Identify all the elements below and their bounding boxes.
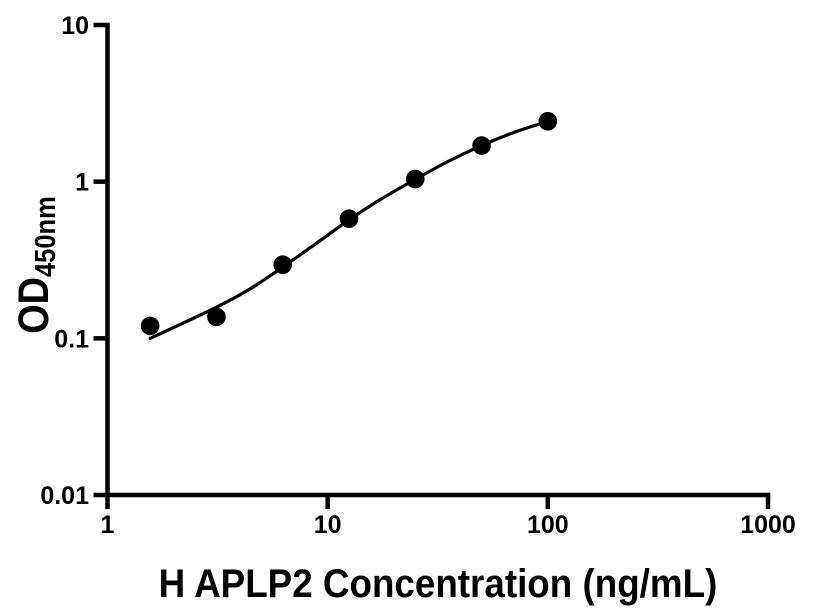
data-point [405,169,425,189]
data-point [273,255,293,275]
y-tick-label-0.1: 0.1 [54,325,89,353]
plot-area: 1 10 100 1000 10 1 0.1 0.01 [40,12,795,539]
y-axis-title-subscript: 450nm [28,196,61,277]
data-point [140,316,160,336]
data-point [538,111,558,131]
y-tick-label-10: 10 [61,12,89,40]
x-tick-label-100: 100 [527,511,569,539]
y-axis-title: OD450nm [9,196,62,334]
y-axis-title-main: OD [9,277,58,334]
data-point [472,136,491,155]
x-tick-label-1: 1 [101,511,115,539]
y-tick-label-0.01: 0.01 [40,482,89,510]
data-point [339,209,359,229]
y-tick-label-1: 1 [75,169,89,197]
data-point [207,307,226,327]
fit-curve [148,119,550,340]
x-tick-label-1000: 1000 [740,511,796,539]
x-tick-label-10: 10 [314,511,342,539]
x-axis-title: H APLP2 Concentration (ng/mL) [159,562,718,607]
